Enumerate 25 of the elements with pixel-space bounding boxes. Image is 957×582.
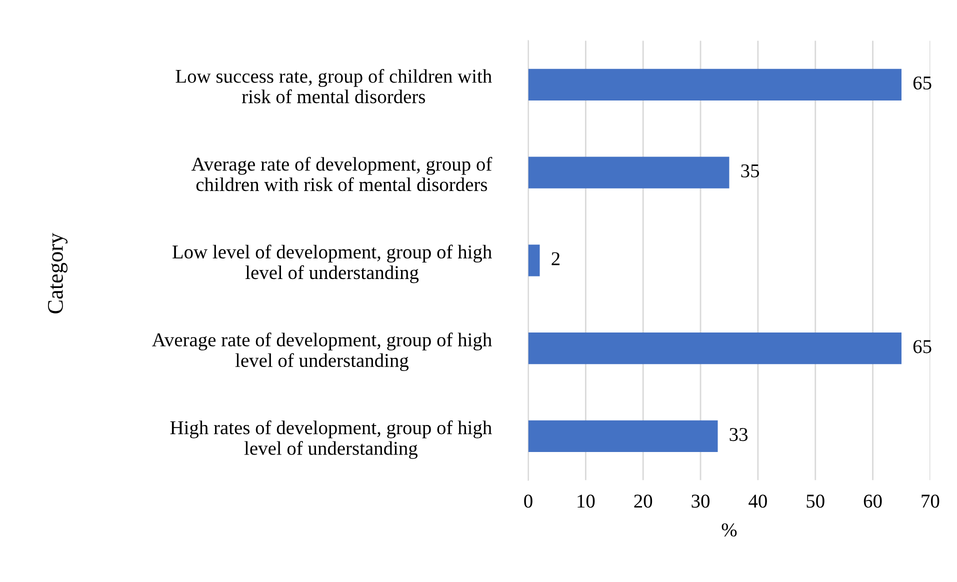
data-label: 65 [913, 340, 932, 354]
y-axis-title: Category [48, 232, 68, 314]
y-tick-label: Average rate of development, group of high level of understanding [152, 332, 492, 372]
data-label: 35 [741, 164, 760, 178]
bar [528, 420, 718, 452]
x-tick-label: 20 [634, 494, 652, 508]
bar [528, 68, 902, 100]
data-label: 65 [913, 76, 932, 90]
data-label: 33 [730, 428, 748, 442]
x-tick-label: 30 [692, 494, 710, 508]
bar [528, 332, 902, 364]
bar [528, 156, 730, 188]
x-tick-label: 60 [864, 494, 882, 508]
x-tick-label: 70 [922, 494, 940, 508]
y-tick-label: Low level of development, group of high level of understanding [172, 244, 492, 284]
y-tick-label: Average rate of development, group of children with risk of mental disorders [191, 156, 492, 192]
x-axis-title: % [722, 523, 737, 537]
x-tick-label: 10 [578, 494, 595, 508]
x-tick-label: 40 [748, 494, 767, 508]
y-tick-label: High rates of development, group of high level of understanding [170, 420, 492, 459]
x-tick-label: 50 [806, 494, 824, 508]
bar [528, 244, 540, 276]
data-label: 2 [552, 252, 560, 266]
x-tick-label: 0 [524, 494, 532, 508]
y-tick-label: Low success rate, group of children with risk of mental disorders [176, 68, 492, 104]
